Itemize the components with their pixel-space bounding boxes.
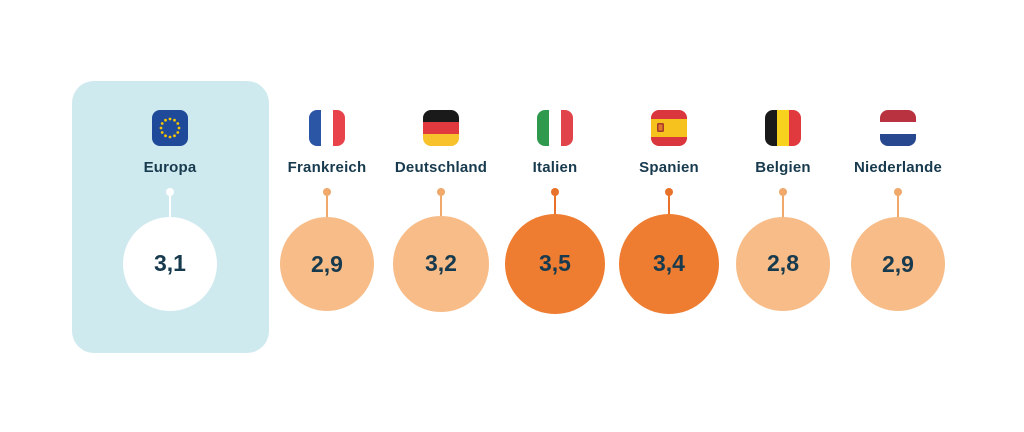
spain-flag-icon xyxy=(651,110,687,146)
stem-italien xyxy=(554,192,556,214)
stem-dot-europa xyxy=(166,188,174,196)
country-label-italien: Italien xyxy=(532,159,578,176)
value-bubble-frankreich: 2,9 xyxy=(280,217,374,311)
eu-flag-icon xyxy=(152,110,188,146)
country-label-deutschland: Deutschland xyxy=(394,159,488,176)
value-bubble-niederlande: 2,9 xyxy=(851,217,945,311)
value-bubble-europa: 3,1 xyxy=(122,216,218,312)
column-belgien: Belgien 2,8 xyxy=(718,0,848,432)
stem-niederlande xyxy=(897,192,899,217)
column-frankreich: Frankreich 2,9 xyxy=(262,0,392,432)
value-bubble-spanien: 3,4 xyxy=(618,213,720,315)
stem-dot-deutschland xyxy=(437,188,445,196)
stem-deutschland xyxy=(440,192,442,217)
italy-flag-icon xyxy=(537,110,573,146)
netherlands-flag-icon xyxy=(880,110,916,146)
column-deutschland: Deutschland 3,2 xyxy=(376,0,506,432)
value-bubble-deutschland: 3,2 xyxy=(393,216,489,312)
country-label-niederlande: Niederlande xyxy=(853,159,943,176)
value-bubble-belgien: 2,8 xyxy=(736,217,830,311)
stem-dot-niederlande xyxy=(894,188,902,196)
country-label-europa: Europa xyxy=(143,159,197,176)
column-italien: Italien 3,5 xyxy=(490,0,620,432)
france-flag-icon xyxy=(309,110,345,146)
stem-spanien xyxy=(668,192,670,214)
stem-dot-frankreich xyxy=(323,188,331,196)
stem-belgien xyxy=(782,192,784,218)
column-europa: Europa 3,1 xyxy=(105,0,235,432)
stem-dot-belgien xyxy=(779,188,787,196)
stem-europa xyxy=(169,192,171,217)
germany-flag-icon xyxy=(423,110,459,146)
country-label-belgien: Belgien xyxy=(755,159,811,176)
country-label-spanien: Spanien xyxy=(639,159,699,176)
belgium-flag-icon xyxy=(765,110,801,146)
column-spanien: Spanien 3,4 xyxy=(604,0,734,432)
country-label-frankreich: Frankreich xyxy=(287,159,367,176)
stem-frankreich xyxy=(326,192,328,217)
stem-dot-spanien xyxy=(665,188,673,196)
stem-dot-italien xyxy=(551,188,559,196)
value-bubble-italien: 3,5 xyxy=(504,213,606,315)
column-niederlande: Niederlande 2,9 xyxy=(833,0,963,432)
